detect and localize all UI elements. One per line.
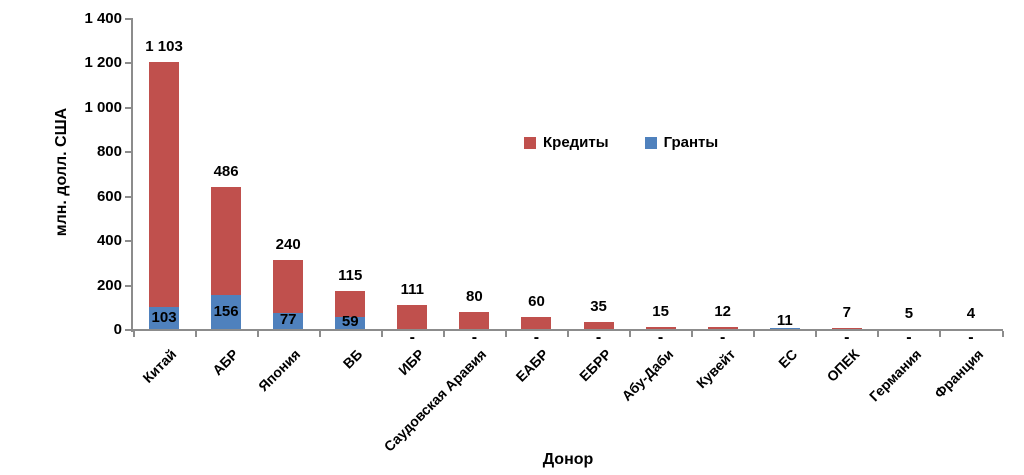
bar-value-label: 35 xyxy=(590,298,607,316)
y-tick-label: 800 xyxy=(96,143,122,161)
category-label: Кувейт xyxy=(692,346,738,392)
bar-value-label: 12 xyxy=(714,303,732,321)
grants-value-label: 59 xyxy=(341,313,359,331)
bar-segment-grants xyxy=(149,307,180,330)
grants-value-label: 103 xyxy=(151,308,177,326)
category-label: Япония xyxy=(255,346,304,395)
legend-item: Кредиты xyxy=(524,134,609,151)
bar-segment-credits xyxy=(583,322,614,330)
category-label: ЕБРР xyxy=(575,346,614,385)
bar-segment-credits xyxy=(707,327,738,330)
x-tick-mark xyxy=(567,331,569,337)
zero-grants-dash: - xyxy=(720,329,726,346)
y-tick-mark xyxy=(125,106,133,109)
zero-grants-dash: - xyxy=(844,329,850,346)
x-axis-line xyxy=(131,329,1003,331)
category-label: АБР xyxy=(209,346,242,379)
bar-value-label: 7 xyxy=(842,304,851,322)
bar-value-label: 11 xyxy=(776,311,793,329)
zero-grants-dash: - xyxy=(657,329,664,346)
category-label: ВБ xyxy=(339,346,366,372)
y-tick-mark xyxy=(125,195,133,198)
y-tick-mark xyxy=(125,329,133,331)
y-tick-mark xyxy=(125,18,133,20)
y-tick-mark xyxy=(125,151,133,154)
x-tick-mark xyxy=(691,331,694,337)
y-tick-label: 1 000 xyxy=(84,98,122,116)
zero-grants-dash: - xyxy=(533,329,540,346)
grants-value-label: 156 xyxy=(213,302,239,320)
bar-segment-credits xyxy=(149,62,180,308)
y-tick-label: 600 xyxy=(96,187,122,205)
category-label: Китай xyxy=(139,346,180,386)
bar-value-label: 4 xyxy=(966,305,976,323)
zero-grants-dash: - xyxy=(906,329,912,346)
bar-segment-grants xyxy=(335,316,366,330)
bar-segment-credits xyxy=(459,312,490,330)
x-tick-mark xyxy=(939,331,942,337)
legend: Кредиты Гранты xyxy=(524,134,718,151)
y-tick-mark xyxy=(125,240,133,243)
bar-value-label: 5 xyxy=(904,304,914,322)
x-tick-mark xyxy=(256,331,259,337)
bar-segment-credits xyxy=(397,305,428,330)
bar-value-label: 1 103 xyxy=(145,38,183,56)
category-label: Абу-Даби xyxy=(618,346,676,404)
bar-segment-grants xyxy=(769,327,800,330)
bar-segment-credits xyxy=(211,187,242,296)
y-tick-label: 400 xyxy=(96,232,122,250)
x-tick-mark xyxy=(194,331,197,337)
category-label: ЕАБР xyxy=(512,346,552,385)
category-label: Германия xyxy=(865,346,925,405)
bar-segment-grants xyxy=(273,312,304,330)
legend-swatch-icon xyxy=(644,136,657,149)
zero-grants-dash: - xyxy=(595,329,602,346)
zero-grants-dash: - xyxy=(471,329,478,346)
y-tick-label: 1 400 xyxy=(84,10,122,27)
bar-value-label: 486 xyxy=(213,163,239,181)
bar-segment-grants xyxy=(211,295,242,330)
x-tick-mark xyxy=(442,331,445,337)
x-tick-mark xyxy=(753,331,756,337)
bar-value-label: 80 xyxy=(466,288,483,306)
bar-segment-credits xyxy=(645,326,676,330)
category-label: Саудовская Аравия xyxy=(381,346,490,455)
bar-value-label: 15 xyxy=(652,302,669,320)
x-tick-mark xyxy=(318,331,321,337)
category-label: ЕС xyxy=(774,346,801,372)
y-tick-mark xyxy=(125,284,133,287)
x-tick-mark xyxy=(1001,331,1004,337)
bar-segment-credits xyxy=(273,259,304,313)
x-tick-mark xyxy=(132,331,135,337)
y-tick-label: 1 200 xyxy=(84,54,122,72)
bar-value-label: 115 xyxy=(338,267,363,285)
bar-segment-credits xyxy=(521,316,552,330)
y-tick-mark xyxy=(125,62,133,65)
y-axis-line xyxy=(131,19,133,332)
bar-value-label: 240 xyxy=(275,235,301,253)
x-tick-mark xyxy=(380,331,383,337)
bar-value-label: 111 xyxy=(400,281,424,299)
category-label: ИБР xyxy=(395,346,428,379)
legend-swatch-icon xyxy=(524,136,536,149)
legend-label: Кредиты xyxy=(543,134,609,151)
category-label: ОПЕК xyxy=(823,346,863,385)
x-tick-mark xyxy=(877,331,880,337)
category-label: Франция xyxy=(931,346,987,402)
legend-label: Гранты xyxy=(663,134,719,151)
zero-grants-dash: - xyxy=(968,329,974,346)
y-tick-label: 0 xyxy=(113,321,122,338)
legend-item: Гранты xyxy=(644,134,719,151)
grants-value-label: 77 xyxy=(279,311,297,329)
y-tick-label: 200 xyxy=(96,276,122,294)
bar-segment-credits xyxy=(335,291,366,317)
x-tick-mark xyxy=(815,331,818,337)
zero-grants-dash: - xyxy=(409,329,415,346)
x-axis-title: Донор xyxy=(542,451,594,468)
bar-value-label: 60 xyxy=(528,292,545,310)
x-tick-mark xyxy=(629,331,632,337)
x-tick-mark xyxy=(504,331,507,337)
